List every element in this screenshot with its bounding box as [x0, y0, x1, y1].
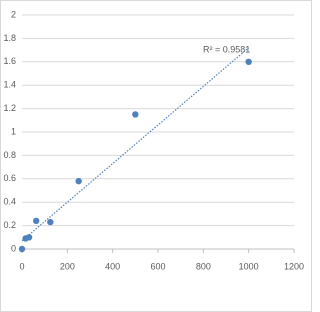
y-tick-label: 1.8: [3, 33, 16, 43]
x-tick-label: 600: [150, 261, 165, 271]
y-tick-label: 1: [11, 126, 16, 136]
y-tick-label: 0.8: [3, 150, 16, 160]
chart-frame: [0, 0, 312, 312]
y-tick-label: 1.2: [3, 103, 16, 113]
y-tick-label: 0.2: [3, 220, 16, 230]
x-tick-label: 1200: [284, 261, 304, 271]
data-point: [132, 111, 139, 118]
x-tick-label: 1000: [239, 261, 259, 271]
x-tick-label: 800: [196, 261, 211, 271]
data-point: [245, 58, 252, 65]
x-tick-label: 0: [19, 261, 24, 271]
y-tick-label: 0: [11, 243, 16, 253]
y-tick-label: 0.6: [3, 173, 16, 183]
y-tick-label: 1.4: [3, 80, 16, 90]
data-point: [47, 218, 54, 226]
x-tick-label: 400: [105, 261, 120, 271]
chart: R² = 0.9581 00.20.40.60.811.21.41.61.820…: [0, 0, 312, 312]
y-tick-label: 1.6: [3, 56, 16, 66]
data-point: [32, 217, 40, 225]
data-point: [75, 177, 82, 185]
y-tick-label: 0.4: [3, 197, 16, 207]
data-point: [25, 234, 33, 241]
page: {"chart_data": {"type": "scatter", "anno…: [0, 0, 312, 312]
y-tick-label: 2: [11, 9, 16, 19]
x-tick-label: 200: [60, 261, 75, 271]
r-squared-annotation: R² = 0.9581: [203, 44, 250, 54]
data-point: [18, 245, 26, 253]
